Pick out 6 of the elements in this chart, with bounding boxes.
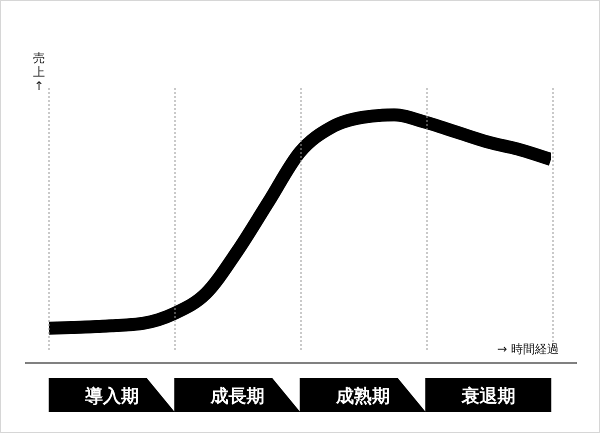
- x-tick-label: 導入期: [84, 386, 139, 407]
- x-tick-label: 成長期: [209, 386, 264, 407]
- x-axis-title: → 時間経過: [497, 341, 559, 358]
- x-tick-label: 衰退期: [460, 386, 516, 407]
- y-axis-title: 売上↑: [32, 51, 46, 93]
- x-tick-label: 成熟期: [334, 386, 390, 407]
